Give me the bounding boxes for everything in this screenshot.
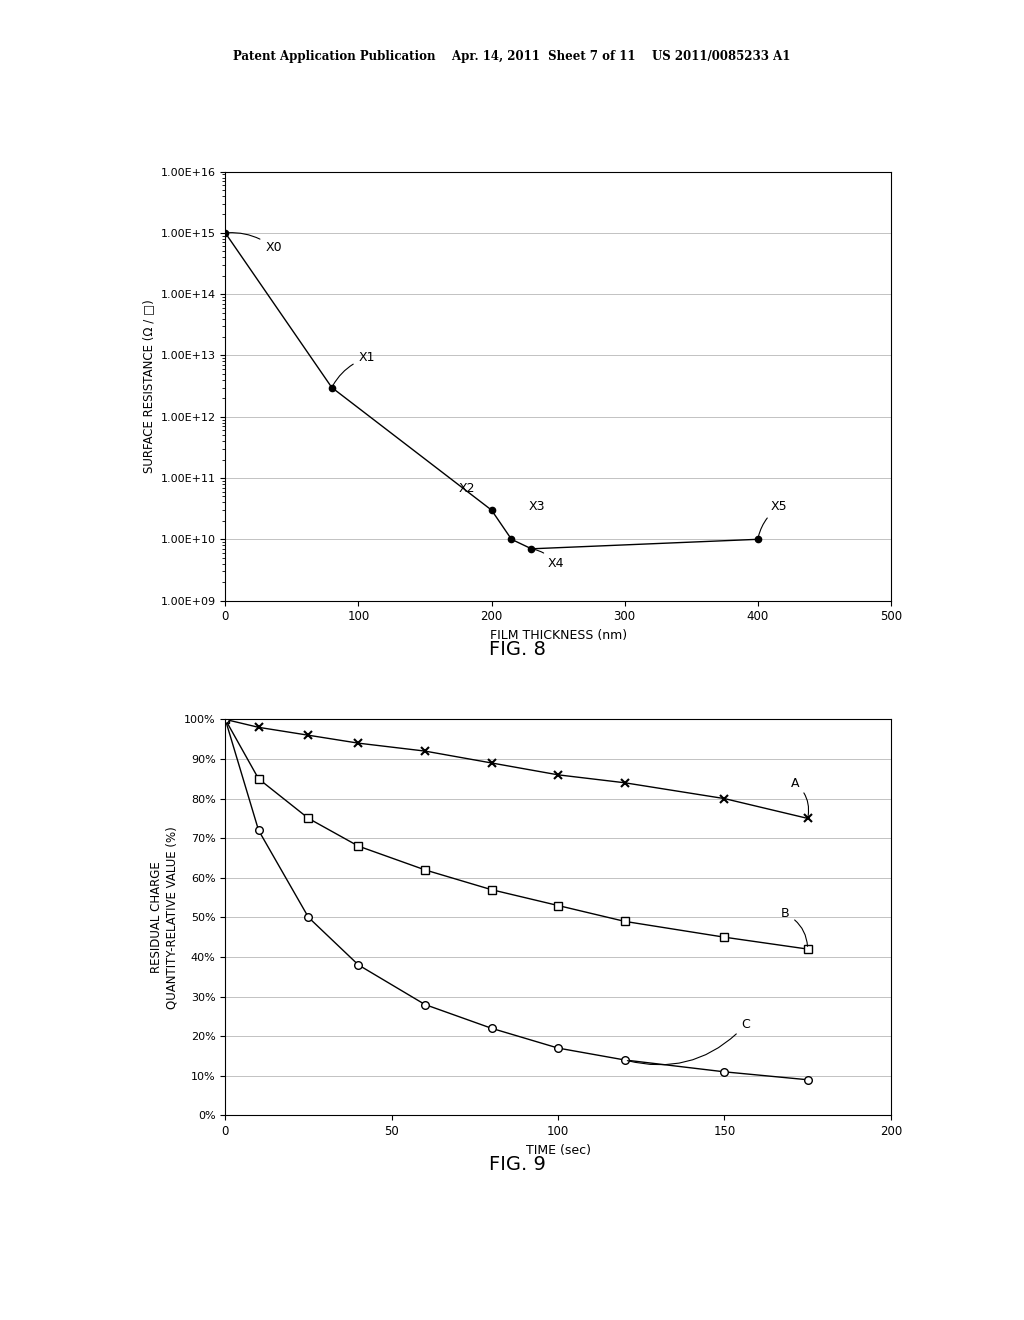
Text: A: A [792,776,809,816]
Text: C: C [628,1018,750,1065]
Text: FIG. 8: FIG. 8 [488,640,546,659]
Text: X4: X4 [535,549,564,570]
Text: X5: X5 [759,500,787,537]
Text: Patent Application Publication    Apr. 14, 2011  Sheet 7 of 11    US 2011/008523: Patent Application Publication Apr. 14, … [233,50,791,63]
Text: X1: X1 [333,351,375,385]
Text: FIG. 9: FIG. 9 [488,1155,546,1173]
Text: X0: X0 [228,232,282,255]
Text: B: B [781,907,808,946]
X-axis label: FILM THICKNESS (nm): FILM THICKNESS (nm) [489,628,627,642]
Y-axis label: RESIDUAL CHARGE
QUANTITY-RELATIVE VALUE (%): RESIDUAL CHARGE QUANTITY-RELATIVE VALUE … [151,826,178,1008]
Text: X2: X2 [459,482,475,495]
X-axis label: TIME (sec): TIME (sec) [525,1143,591,1156]
Y-axis label: SURFACE RESISTANCE (Ω / □): SURFACE RESISTANCE (Ω / □) [142,300,155,473]
Text: X3: X3 [528,500,546,513]
